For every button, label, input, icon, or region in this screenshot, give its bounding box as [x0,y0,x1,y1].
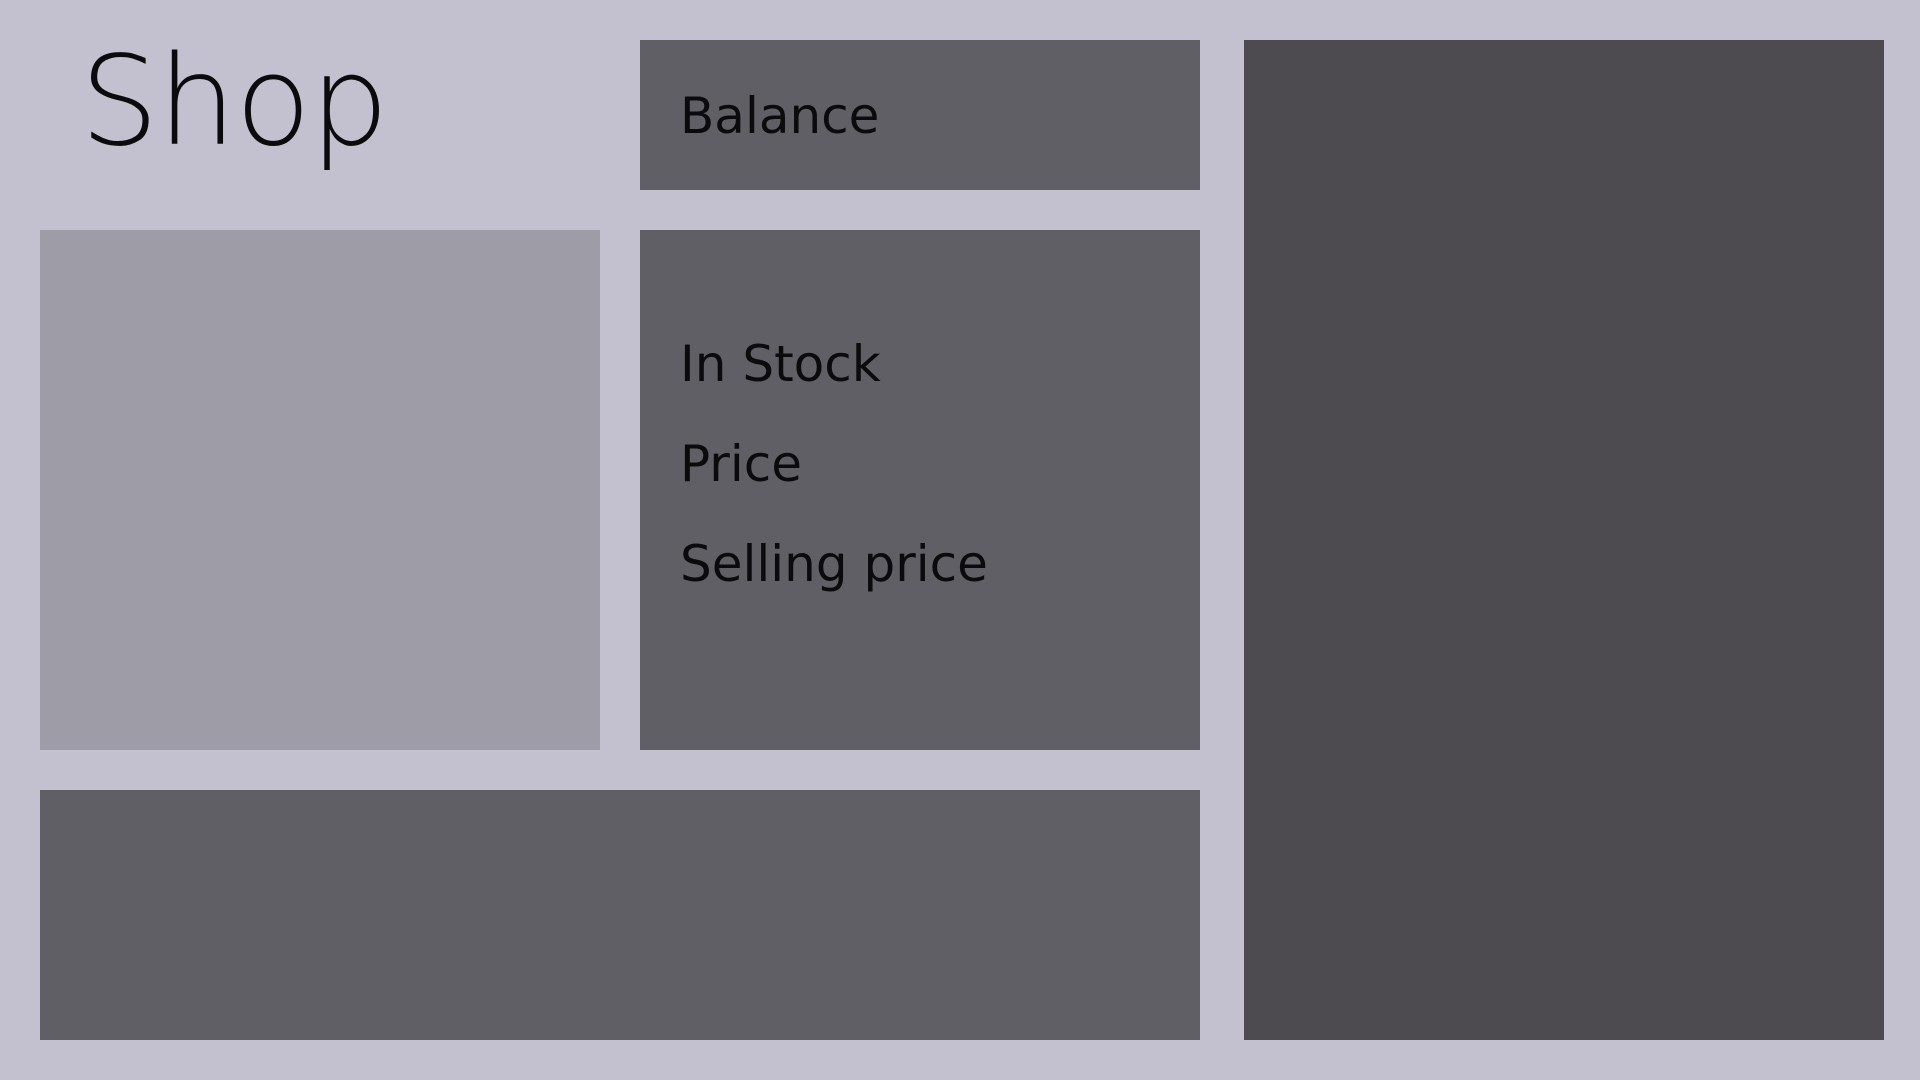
item-list-panel[interactable] [1244,40,1884,1040]
item-image-placeholder [40,230,600,750]
balance-panel: Balance [640,40,1200,190]
selling-price-label: Selling price [680,535,988,593]
action-panel [40,790,1200,1040]
item-details-panel: In Stock Price Selling price [640,230,1200,750]
in-stock-label: In Stock [680,335,881,393]
page-title: Shop [80,30,389,174]
price-label: Price [680,435,802,493]
balance-label: Balance [680,87,880,145]
